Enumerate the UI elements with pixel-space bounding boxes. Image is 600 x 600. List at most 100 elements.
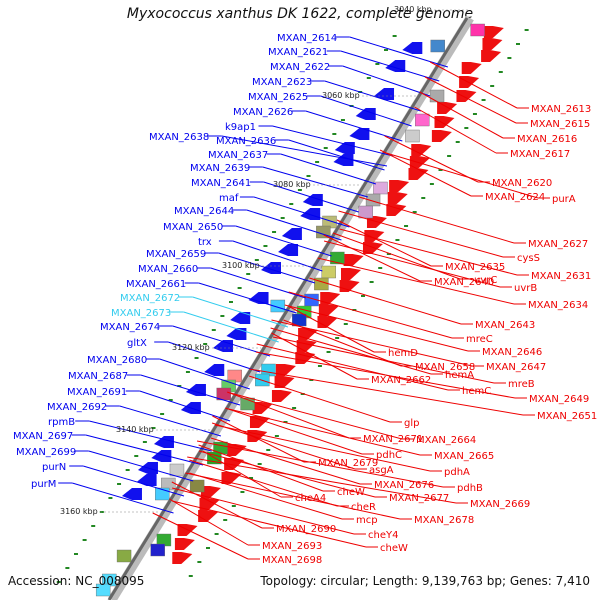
- gene-label-plus-strand[interactable]: MXAN_2699: [16, 447, 76, 458]
- gene-label-minus-strand[interactable]: MXAN_2678: [414, 515, 474, 526]
- plus-strand-gene-arrow: [278, 244, 299, 256]
- gene-label-minus-strand[interactable]: MXAN_2698: [262, 555, 322, 566]
- minus-strand-gene-arrow: [431, 130, 452, 142]
- gene-label-minus-strand[interactable]: MXAN_2658: [415, 362, 475, 373]
- gene-label-minus-strand[interactable]: MXAN_2676: [374, 480, 434, 491]
- gene-label-plus-strand[interactable]: MXAN_2660: [138, 264, 198, 275]
- gene-label-plus-strand[interactable]: MXAN_2659: [146, 249, 206, 260]
- gene-label-plus-strand[interactable]: MXAN_2639: [190, 163, 250, 174]
- gene-label-minus-strand[interactable]: uvrB: [514, 283, 537, 294]
- gene-label-minus-strand[interactable]: glp: [404, 418, 419, 429]
- plus-strand-gene-arrow: [300, 208, 321, 220]
- gene-label-minus-strand[interactable]: pdhB: [457, 483, 483, 494]
- gene-label-plus-strand[interactable]: purN: [42, 462, 66, 473]
- gene-label-minus-strand[interactable]: mcp: [356, 515, 378, 526]
- gene-label-plus-strand[interactable]: MXAN_2650: [163, 222, 223, 233]
- gene-label-minus-strand[interactable]: hemA: [445, 370, 474, 381]
- gene-label-plus-strand[interactable]: purM: [31, 479, 56, 490]
- gene-label-minus-strand[interactable]: MXAN_2631: [531, 271, 591, 282]
- gene-label-minus-strand[interactable]: MXAN_2690: [276, 524, 336, 535]
- gene-label-minus-strand[interactable]: MXAN_2662: [371, 375, 431, 386]
- gene-label-minus-strand[interactable]: MXAN_2669: [470, 499, 530, 510]
- gene-label-minus-strand[interactable]: MXAN_2634: [528, 300, 588, 311]
- gene-label-plus-strand[interactable]: MXAN_2614: [277, 33, 337, 44]
- minus-strand-gene-arrow: [482, 38, 503, 50]
- minus-strand-gene-arrow: [221, 472, 242, 484]
- minus-strand-gene-arrow: [434, 116, 455, 128]
- gene-function-box: [189, 479, 205, 493]
- minus-strand-gene-arrow: [198, 510, 219, 522]
- gene-label-plus-strand[interactable]: rpmB: [48, 417, 75, 428]
- gene-label-plus-strand[interactable]: MXAN_2673: [111, 308, 171, 319]
- gene-function-box: [365, 193, 381, 207]
- gene-label-minus-strand[interactable]: mreC: [466, 334, 493, 345]
- kbp-marker-label: 3080 kbp: [273, 180, 311, 189]
- gene-label-minus-strand[interactable]: MXAN_2620: [492, 178, 552, 189]
- gene-label-minus-strand[interactable]: cheY4: [368, 530, 398, 541]
- gene-label-plus-strand[interactable]: MXAN_2626: [233, 107, 293, 118]
- gene-label-minus-strand[interactable]: MXAN_2647: [486, 362, 546, 373]
- gene-label-minus-strand[interactable]: MXAN_2651: [537, 411, 597, 422]
- gene-label-minus-strand[interactable]: MXAN_2635: [445, 262, 505, 273]
- minus-strand-gene-arrow: [271, 390, 292, 402]
- gene-label-minus-strand[interactable]: MXAN_2624: [485, 192, 545, 203]
- gene-label-minus-strand[interactable]: MXAN_2646: [482, 347, 542, 358]
- plus-strand-gene-arrow: [402, 42, 423, 54]
- gene-label-plus-strand[interactable]: MXAN_2636: [216, 136, 276, 147]
- gene-label-plus-strand[interactable]: MXAN_2661: [126, 279, 186, 290]
- gene-label-plus-strand[interactable]: MXAN_2672: [120, 293, 180, 304]
- gene-label-minus-strand[interactable]: MXAN_2617: [510, 149, 570, 160]
- gene-label-minus-strand[interactable]: MXAN_2677: [389, 493, 449, 504]
- gene-label-minus-strand[interactable]: MXAN_2627: [528, 239, 588, 250]
- gene-label-plus-strand[interactable]: gltX: [127, 338, 147, 349]
- gene-label-plus-strand[interactable]: MXAN_2644: [174, 206, 234, 217]
- gene-label-minus-strand[interactable]: mreB: [508, 379, 535, 390]
- gene-label-minus-strand[interactable]: MXAN_2649: [529, 394, 589, 405]
- gene-label-minus-strand[interactable]: MXAN_2640: [434, 277, 494, 288]
- gene-label-minus-strand[interactable]: pdhA: [444, 467, 470, 478]
- gene-label-minus-strand[interactable]: pdhC: [376, 450, 402, 461]
- gene-label-minus-strand[interactable]: hemC: [462, 386, 491, 397]
- gene-label-minus-strand[interactable]: MXAN_2616: [517, 134, 577, 145]
- gene-label-minus-strand[interactable]: cheA4: [295, 493, 326, 504]
- gene-label-plus-strand[interactable]: MXAN_2680: [87, 355, 147, 366]
- gene-label-plus-strand[interactable]: maf: [219, 193, 239, 204]
- gene-label-minus-strand[interactable]: asgA: [369, 465, 394, 476]
- gene-label-plus-strand[interactable]: MXAN_2638: [149, 132, 209, 143]
- gene-label-minus-strand[interactable]: MXAN_2679: [318, 458, 378, 469]
- gene-label-minus-strand[interactable]: cheW: [337, 487, 365, 498]
- gene-label-minus-strand[interactable]: cheR: [351, 502, 376, 513]
- gene-label-minus-strand[interactable]: cheW: [380, 543, 408, 554]
- gene-label-minus-strand[interactable]: MXAN_2613: [531, 104, 591, 115]
- gene-label-plus-strand[interactable]: MXAN_2623: [252, 77, 312, 88]
- gene-label-minus-strand[interactable]: hemD: [388, 348, 418, 359]
- gene-label-minus-strand[interactable]: purA: [552, 194, 576, 205]
- gene-label-minus-strand[interactable]: MXAN_2664: [416, 435, 476, 446]
- gene-label-minus-strand[interactable]: MXAN_2665: [434, 451, 494, 462]
- plus-strand-gene-arrow: [136, 474, 157, 486]
- gene-label-minus-strand[interactable]: uvrC: [474, 275, 497, 286]
- minus-strand-gene-arrow: [461, 62, 482, 74]
- gene-label-plus-strand[interactable]: MXAN_2687: [68, 371, 128, 382]
- gene-label-plus-strand[interactable]: MXAN_2625: [248, 92, 308, 103]
- gene-label-minus-strand[interactable]: MXAN_2671: [363, 434, 423, 445]
- gene-label-plus-strand[interactable]: MXAN_2674: [100, 322, 160, 333]
- gene-label-plus-strand[interactable]: MXAN_2691: [67, 387, 127, 398]
- gene-label-plus-strand[interactable]: MXAN_2697: [13, 431, 73, 442]
- gene-label-minus-strand[interactable]: MXAN_2643: [475, 320, 535, 331]
- minus-strand-gene-arrow: [275, 364, 296, 376]
- gene-label-minus-strand[interactable]: MXAN_2693: [262, 541, 322, 552]
- gene-function-box: [116, 549, 132, 563]
- gene-label-minus-strand[interactable]: cysS: [517, 253, 540, 264]
- minus-strand-gene-arrow: [296, 340, 317, 352]
- gene-label-plus-strand[interactable]: MXAN_2622: [270, 62, 330, 73]
- gene-label-plus-strand[interactable]: MXAN_2621: [268, 47, 328, 58]
- gene-label-plus-strand[interactable]: MXAN_2692: [47, 402, 107, 413]
- gene-label-plus-strand[interactable]: MXAN_2641: [191, 178, 251, 189]
- gene-label-minus-strand[interactable]: MXAN_2615: [530, 119, 590, 130]
- gene-label-plus-strand[interactable]: k9ap1: [225, 122, 256, 133]
- gene-label-plus-strand[interactable]: trx: [198, 237, 212, 248]
- accession-label: Accession: NC_008095: [8, 574, 145, 588]
- minus-strand-gene-arrow: [252, 402, 273, 414]
- gene-label-plus-strand[interactable]: MXAN_2637: [208, 150, 268, 161]
